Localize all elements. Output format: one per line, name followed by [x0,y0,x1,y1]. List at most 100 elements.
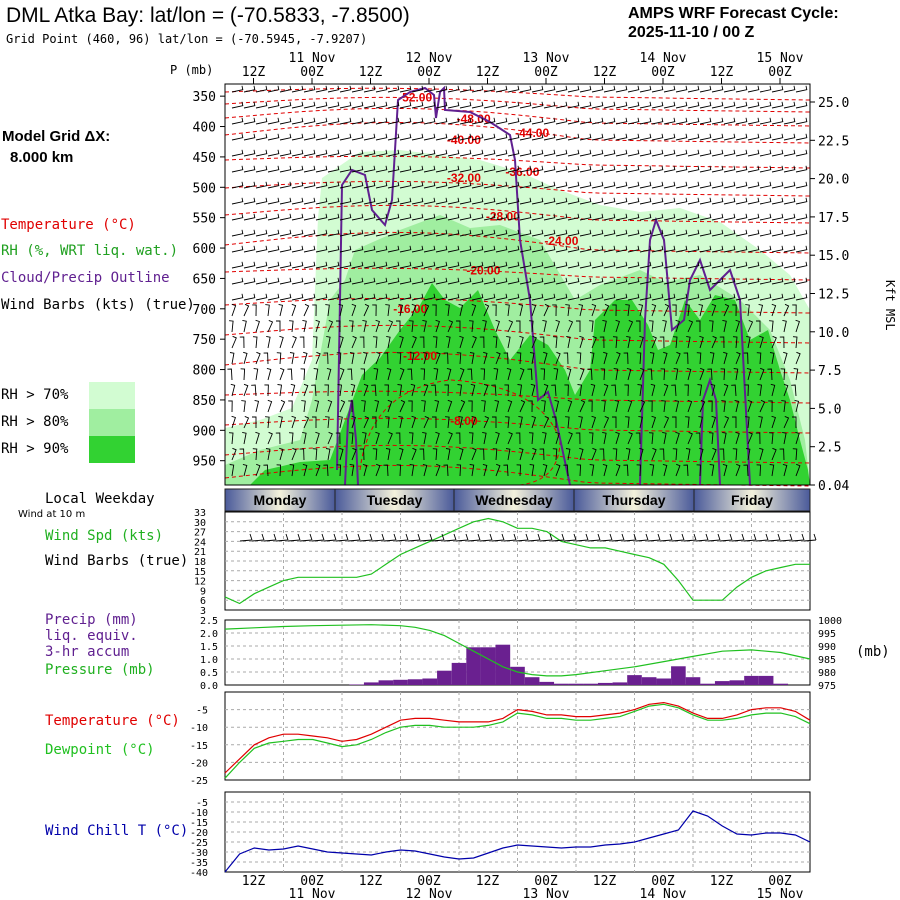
surface-wind-barb [419,533,433,542]
bottom-time-tick-label: 00Z [300,874,324,889]
wind-barb [471,335,477,349]
wind-barb [387,261,400,269]
wind-barb [591,229,604,237]
wind-barb [603,293,616,301]
wind-barb [699,229,712,237]
wind-speed-tick-label: 9 [200,586,206,597]
wind-barb [399,399,406,413]
wind-barb [495,213,508,221]
wind-barb [444,384,449,397]
wind-barb [255,245,268,253]
wind-barb [339,447,344,461]
wind-barb [735,229,748,237]
wind-barb [771,165,784,173]
wind-barb [675,431,680,445]
wind-barb [687,117,700,125]
surface-wind-barb [635,533,649,542]
wind-barb [363,213,376,221]
wind-barb [339,213,352,221]
weekday-label: Tuesday [367,492,423,508]
wind-barb [779,336,785,349]
wind-barb [315,197,328,205]
pressure-tick-label: 950 [193,455,216,470]
wind-barb [671,384,677,397]
wind-barb [651,447,657,461]
wind-barb [579,447,584,461]
wind-barb [543,165,556,173]
wind-barb [243,415,250,429]
wind-barb [783,85,796,93]
wind-barb [651,101,664,109]
wind-barb [338,415,343,429]
wind-barb [447,133,460,141]
wind-barb [579,229,592,237]
wind-barb [243,261,256,269]
wind-chill-tick-label: -25 [190,838,208,849]
wind-barb [231,277,244,285]
isotherm-label: -16.00 [393,302,427,316]
wind-barb [576,320,581,332]
wind-barb [627,319,634,333]
height-tick-label: 25.0 [818,96,849,111]
wind-barb [507,117,520,125]
wind-barb [459,133,472,141]
wind-barb [351,85,364,93]
wind-barb [267,181,280,189]
wind-barb [552,416,557,428]
precip-bar [583,683,598,685]
wind-barb [623,352,629,365]
wind-barb [733,368,739,381]
wind-barb [495,245,508,253]
wind-barb [411,277,424,285]
wind-barb [565,416,570,429]
precip-tick-label: 1.0 [200,655,218,666]
wind-barb [431,384,437,397]
wind-barb [543,303,550,317]
wind-barb [504,384,509,397]
wind-barb [627,213,640,221]
pressure-tick-label: 500 [193,181,216,196]
wind-barb [675,133,688,141]
wind-barb [651,277,664,285]
model-grid-label: Model Grid ΔX: [2,128,111,145]
local-weekday-title: Local Weekday [45,491,155,507]
wind-barb [651,415,656,429]
wind-barb [495,277,508,285]
wind-barb [447,165,460,173]
wind-barb [767,368,773,381]
precip-bar [363,682,379,685]
wind-barb [492,336,498,349]
wind-barb [507,277,520,285]
wind-barb [519,293,532,301]
wind-barb [627,197,640,205]
wind-barb [312,336,318,349]
wind-barb [423,303,430,317]
wind-barb [267,245,280,253]
wind-barb [711,261,724,269]
wind-barb [507,181,520,189]
wind-barb [709,320,714,333]
wind-barb [627,261,640,269]
wind-barb [554,399,560,413]
wind-barb [421,400,426,413]
wind-barb [423,181,436,189]
wind-barb [627,399,633,413]
wind-barb [639,133,652,141]
surface-wind-barb [659,533,673,542]
wind-barb [675,229,688,237]
wind-barb [275,432,281,445]
wind-barb [603,415,610,429]
wind-barb [483,133,496,141]
wind-barb [435,431,440,445]
wind-barb [315,463,321,477]
wind-barb [459,101,472,109]
wind-barb [315,149,328,157]
wind-barb [747,277,760,285]
wind-barb [423,213,436,221]
wind-barb [375,319,380,333]
wind-barb [567,245,580,253]
wind-barb [267,149,280,157]
wind-barb [555,197,568,205]
wind-barb [375,181,388,189]
wind-barb [663,277,676,285]
